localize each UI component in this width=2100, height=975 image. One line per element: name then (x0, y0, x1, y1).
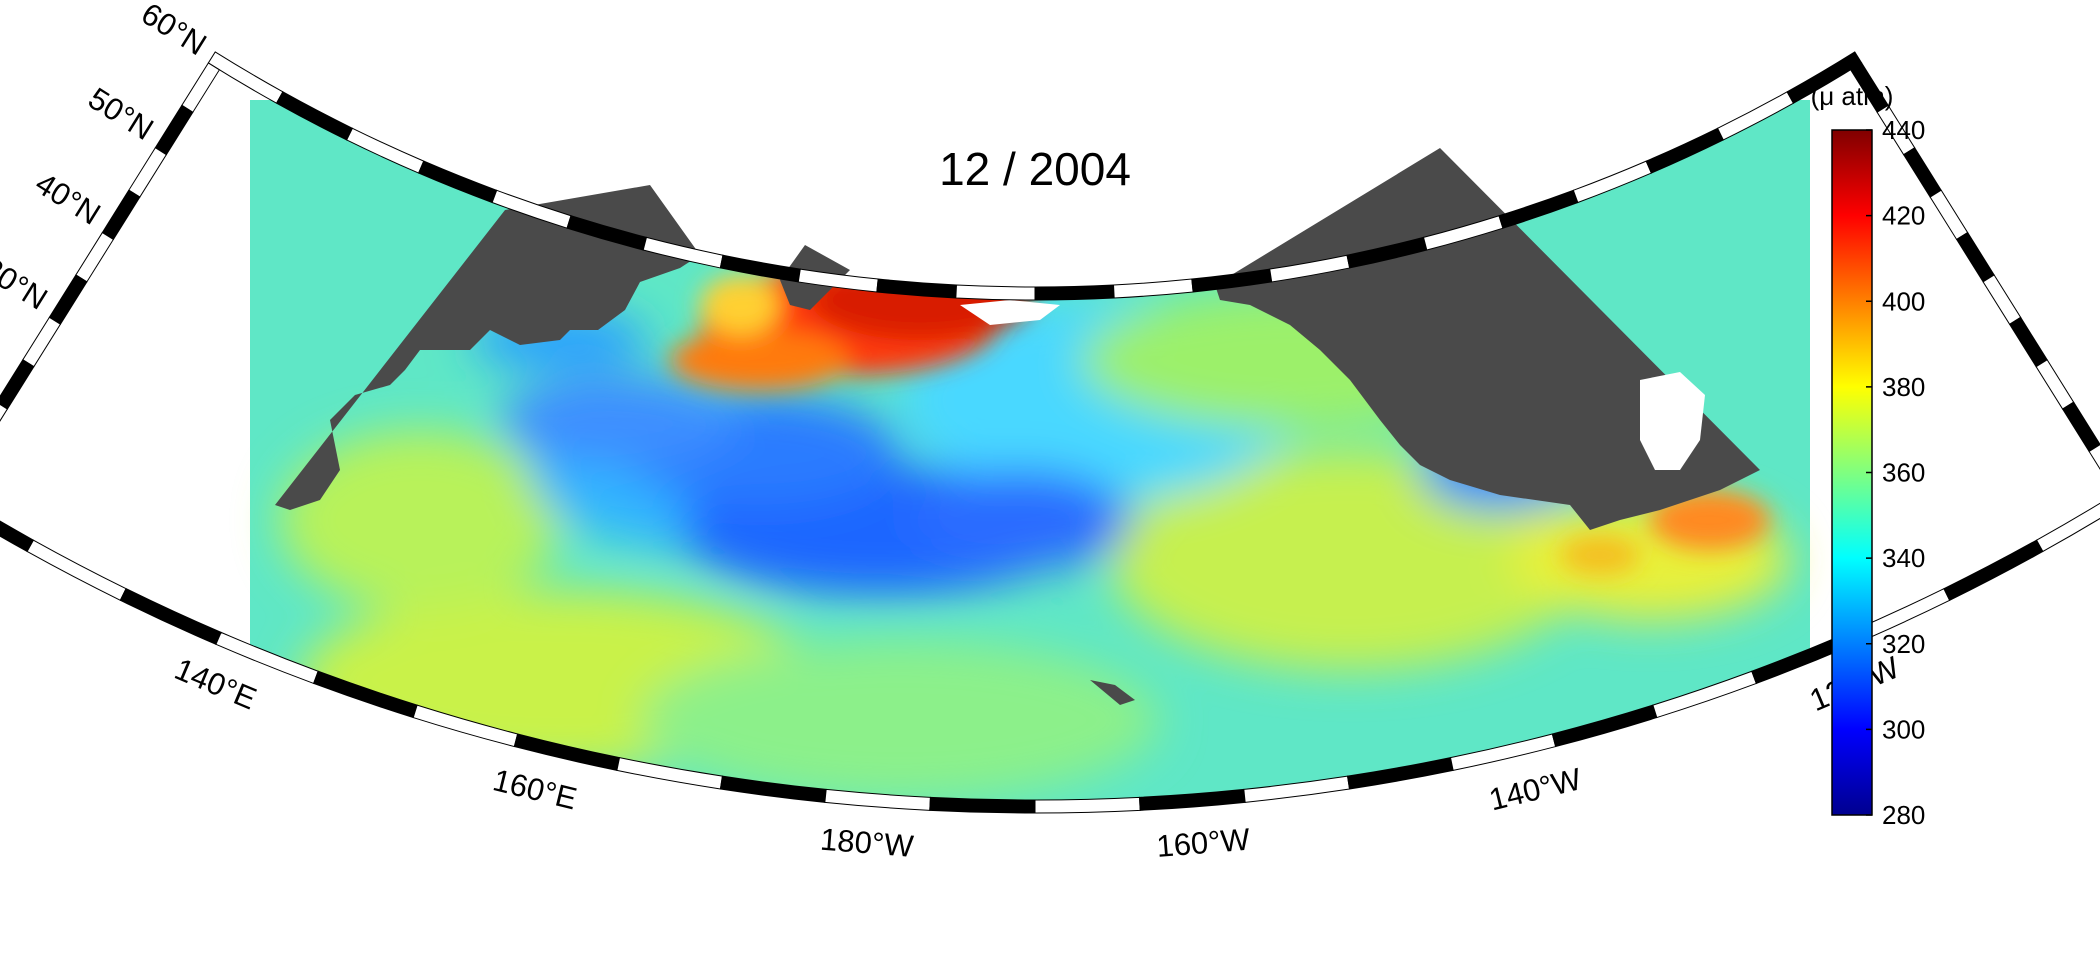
land-asia (275, 185, 700, 510)
latitude-label: 40°N (29, 165, 106, 231)
frame-segment (128, 147, 168, 198)
frame-segment (1034, 284, 1115, 301)
colorbar-tick-label: 440 (1882, 115, 1925, 145)
frame-segment (0, 359, 35, 410)
longitude-label: 160°W (1155, 822, 1252, 864)
frame-segment (955, 284, 1036, 301)
colorbar-tick-label: 380 (1882, 372, 1925, 402)
frame-segment (929, 796, 1036, 814)
no-data-regions (960, 300, 1705, 470)
frame-segment (0, 403, 9, 422)
latitude-label: 30°N (0, 250, 54, 316)
frame-segment (48, 274, 88, 325)
latitude-label: 60°N (135, 0, 212, 62)
frame-segment (207, 51, 284, 104)
colorbar-tick-label: 360 (1882, 458, 1925, 488)
latitude-label: 20°N (0, 335, 1, 401)
latitude-label: 50°N (82, 81, 159, 147)
frame-segment (1902, 147, 1942, 198)
frame-segment (1034, 796, 1141, 814)
land-alaska-northamerica (1215, 148, 1760, 530)
frame-segment (2035, 359, 2075, 410)
colorbar-tick-label: 420 (1882, 201, 1925, 231)
frame-segment (26, 539, 127, 601)
frame-segment (1943, 539, 2044, 601)
frame-segment (1929, 189, 1969, 241)
frame-segment (101, 189, 141, 241)
colorbar-unit: (μ atm) (1811, 81, 1894, 111)
longitude-label: 160°E (490, 762, 581, 816)
longitude-label: 140°W (1486, 761, 1586, 817)
frame-segment (22, 316, 62, 368)
frame-segment (2088, 444, 2100, 470)
frame-segment (1982, 274, 2022, 325)
colorbar-ticks: 440 420 400 380 360 340 320 300 280 (1866, 115, 1925, 830)
colorbar-tick-label: 320 (1882, 629, 1925, 659)
map-title: 12 / 2004 (939, 143, 1131, 195)
frame-segment (2035, 502, 2100, 553)
map-frame (0, 51, 2100, 814)
frame-segment (2061, 401, 2100, 453)
colorbar: (μ atm) 440 420 400 380 360 340 320 300 280 (1811, 81, 1926, 830)
colorbar-tick-label: 400 (1882, 286, 1925, 316)
frame-segment (1955, 231, 1995, 283)
frame-segment (75, 231, 115, 283)
frame-segment (119, 587, 222, 645)
frame-segment (2008, 316, 2048, 368)
colorbar-tick-label: 280 (1882, 800, 1925, 830)
frame-segment (154, 104, 194, 156)
colorbar-tick-label: 300 (1882, 714, 1925, 744)
colorbar-tick-label: 340 (1882, 543, 1925, 573)
longitude-label: 140°E (170, 651, 262, 716)
frame-segment (0, 520, 35, 553)
land-hawaii (1090, 680, 1135, 705)
longitude-label: 180°W (819, 822, 916, 864)
frame-segment (181, 62, 221, 113)
